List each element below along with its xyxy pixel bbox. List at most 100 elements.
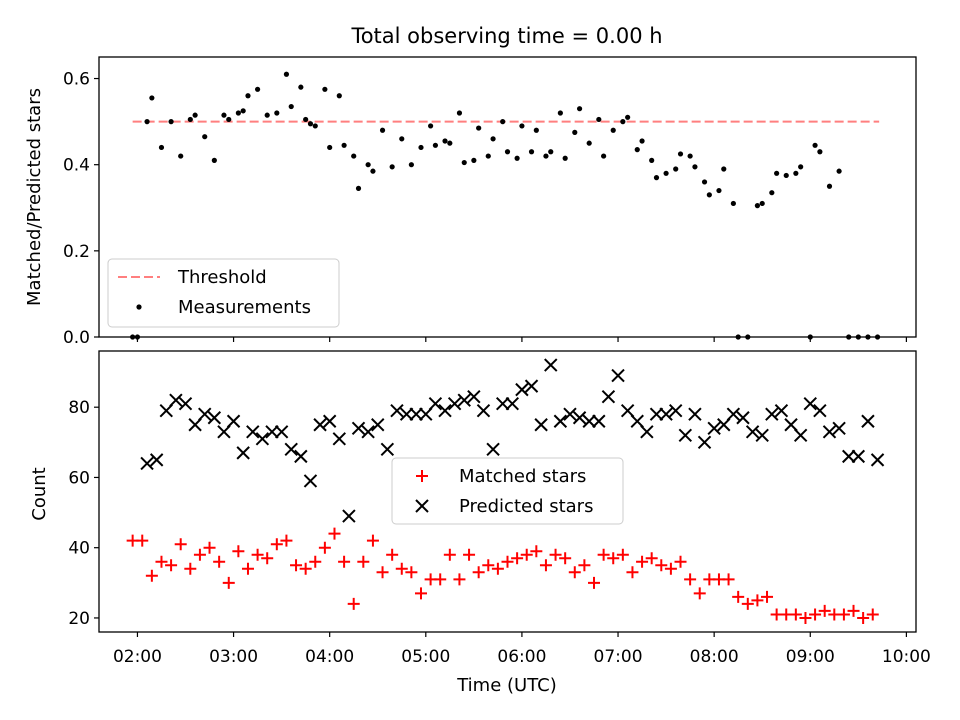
matched-stars-point: [414, 587, 427, 600]
matched-stars-point: [761, 590, 774, 603]
measurements-point: [649, 157, 655, 163]
matched-stars-point: [549, 548, 562, 561]
matched-stars-point: [809, 608, 822, 621]
predicted-stars-point: [822, 425, 837, 439]
matched-stars-point: [251, 548, 264, 561]
legend-predicted-swatch: [415, 499, 429, 513]
matched-stars-point: [213, 555, 226, 568]
matched-stars-point: [693, 587, 706, 600]
predicted-stars-point: [861, 414, 875, 428]
matched-stars-point: [789, 608, 802, 621]
measurements-point: [408, 162, 414, 168]
predicted-stars-point: [447, 396, 462, 411]
matched-stars-point: [491, 562, 504, 575]
top-legend-box: [107, 258, 340, 328]
bottom-y-axis: 20 40 60 80: [68, 398, 99, 629]
measurements-point: [379, 127, 386, 133]
predicted-stars-point: [842, 449, 856, 464]
measurements-point: [798, 164, 804, 170]
measurements-point: [663, 170, 669, 176]
top-x-ticks: [136, 337, 907, 342]
bottom-y-tick-label: 40: [68, 539, 90, 559]
top-y-tick-label: 0.2: [63, 242, 90, 262]
measurements-point: [312, 123, 318, 129]
predicted-stars-point: [217, 425, 231, 439]
x-axis-label: Time (UTC): [456, 675, 557, 696]
predicted-stars-point: [524, 379, 539, 393]
predicted-stars-point: [774, 404, 789, 418]
measurements-point: [456, 110, 463, 116]
measurements-point: [355, 185, 362, 191]
predicted-stars-point: [534, 418, 548, 432]
predicted-stars-point: [361, 425, 375, 439]
measurements-point: [442, 138, 448, 144]
predicted-stars-point: [793, 428, 808, 443]
measurements-point: [235, 110, 241, 116]
measurements-point: [639, 138, 645, 144]
matched-stars-point: [645, 552, 658, 565]
measurements-point: [557, 110, 563, 116]
measurements-point: [144, 119, 150, 125]
predicted-stars-point: [851, 449, 866, 464]
x-tick-label: 05:00: [401, 647, 450, 667]
measurements-point: [701, 179, 708, 185]
measurements-point: [158, 144, 165, 151]
x-tick-label: 08:00: [690, 647, 739, 667]
top-y-tick-label: 0.6: [63, 70, 90, 90]
matched-stars-point: [376, 566, 389, 579]
matched-stars-point: [386, 548, 399, 561]
predicted-stars-point: [553, 414, 568, 428]
predicted-stars-point: [419, 407, 433, 421]
matched-stars-point: [309, 555, 322, 568]
predicted-stars-point: [322, 414, 337, 428]
matched-stars-point: [280, 534, 293, 547]
predicted-stars-point: [428, 396, 443, 411]
predicted-stars-point: [303, 474, 318, 488]
predicted-stars-point: [207, 411, 222, 425]
predicted-stars-point: [870, 453, 885, 467]
matched-stars-point: [684, 573, 697, 586]
matched-stars-point: [626, 566, 639, 579]
matched-stars-point: [261, 552, 274, 565]
measurements-point: [336, 93, 342, 99]
measurements-point: [461, 159, 467, 166]
measurements-point: [341, 142, 347, 148]
measurements-point: [192, 112, 198, 118]
measurements-point: [519, 123, 525, 129]
measurements-point: [543, 153, 549, 159]
x-tick-label: 04:00: [305, 647, 354, 667]
measurements-point: [485, 153, 491, 159]
measurements-point: [428, 123, 434, 129]
matched-stars-point: [818, 604, 831, 617]
matched-stars-point: [568, 566, 581, 579]
matched-stars-point: [290, 559, 303, 572]
measurements-point: [432, 142, 439, 148]
predicted-stars-point: [563, 407, 577, 421]
measurements-point: [706, 192, 712, 198]
measurements-point: [836, 168, 842, 174]
measurements-point: [754, 203, 761, 209]
measurements-point: [254, 86, 261, 92]
measurements-point: [149, 95, 155, 101]
predicted-stars-point: [572, 411, 587, 425]
legend-matched-swatch: [416, 470, 428, 482]
matched-stars-point: [674, 555, 687, 568]
measurements-point: [476, 125, 482, 131]
predicted-stars-point: [140, 456, 154, 471]
matched-stars-point: [588, 576, 601, 589]
measurements-point: [202, 134, 208, 140]
matched-stars-point: [857, 611, 870, 624]
predicted-stars-point: [659, 407, 673, 421]
x-tick-label: 02:00: [113, 647, 162, 667]
measurements-point: [500, 119, 506, 125]
measurements-point: [625, 114, 631, 120]
measurements-point: [365, 162, 371, 168]
matched-stars-point: [607, 552, 620, 565]
predicted-stars-point: [765, 407, 779, 421]
legend-measurements-label: Measurements: [178, 297, 311, 318]
predicted-stars-point: [236, 446, 250, 460]
matched-stars-point: [222, 576, 235, 589]
predicted-stars-point: [592, 414, 606, 428]
predicted-stars-point: [803, 396, 817, 411]
